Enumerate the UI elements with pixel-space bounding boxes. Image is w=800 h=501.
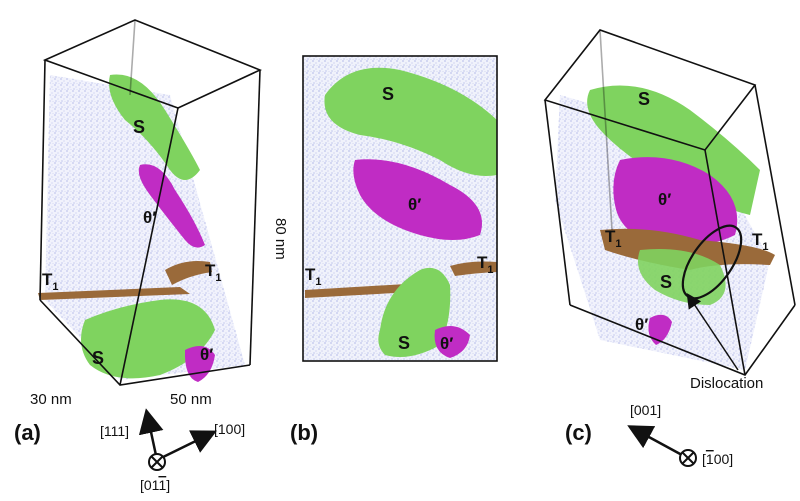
panel-b-label-theta: θ′ — [408, 195, 421, 214]
panel-a-t1-plate — [38, 287, 190, 300]
panel-c-axis-up: [001] — [630, 402, 661, 418]
panel-a-s-phase-bottom — [81, 299, 215, 379]
panel-c-dislocation-label: Dislocation — [690, 375, 763, 392]
panel-c: S θ′ T1 T1 S θ′ Dislocation (c) [001] [1… — [543, 29, 796, 467]
panel-c-axes — [627, 425, 697, 467]
panel-c-label-theta-bottom: θ′ — [635, 315, 648, 334]
panel-b-label-t1-left: T1 — [305, 265, 322, 288]
panel-a-matrix — [45, 75, 245, 380]
panel-a-height-dimension: 80 nm — [272, 218, 289, 260]
panel-a-axes — [138, 408, 217, 471]
panel-b-label-theta-bottom: θ′ — [440, 334, 453, 353]
panel-c-label-s-top: S — [638, 89, 650, 109]
panel-c-theta-phase — [613, 157, 738, 247]
panel-a: S θ′ T1 T1 S θ′ 80 nm 50 nm 30 nm (a) [1… — [14, 19, 289, 493]
panel-a-depth-dimension: 30 nm — [30, 391, 72, 408]
panel-b-t1-plate-right — [450, 261, 497, 276]
panel-a-box — [39, 19, 263, 386]
panel-b-label-t1-right: T1 — [477, 253, 494, 276]
panel-a-axis-up: [111] — [100, 423, 129, 439]
panel-c-label-s-mid: S — [660, 272, 672, 292]
panel-c-dislocation-pointer — [686, 293, 739, 371]
panel-b-s-phase-top — [324, 67, 497, 176]
panel-a-label-theta-bottom: θ′ — [200, 345, 213, 364]
panel-b-theta-phase-bottom — [434, 326, 470, 358]
panel-b-s-phase-bottom — [378, 267, 451, 358]
panel-b-label-s-top: S — [382, 84, 394, 104]
panel-a-label-t1-right: T1 — [205, 261, 222, 284]
panel-b: S θ′ T1 T1 S θ′ (b) — [290, 55, 498, 445]
panel-c-box — [543, 29, 796, 376]
panel-a-s-phase-top — [109, 74, 200, 180]
panel-a-tag: (a) — [14, 420, 41, 445]
panel-a-label-s-top: S — [133, 117, 145, 137]
panel-c-label-t1-right: T1 — [752, 230, 769, 253]
panel-a-theta-phase-bottom — [184, 346, 215, 382]
panel-c-label-t1-left: T1 — [605, 227, 622, 250]
panel-b-label-s-bottom: S — [398, 333, 410, 353]
panel-c-axis-out: [100] — [702, 451, 733, 467]
panel-a-label-t1-left: T1 — [42, 270, 59, 293]
panel-a-axis-right: [100] — [214, 421, 245, 437]
panel-c-theta-phase-bottom — [648, 314, 672, 345]
panel-a-axis-out: [011] — [140, 477, 170, 493]
panel-b-theta-phase — [353, 159, 482, 240]
panel-a-width-dimension: 50 nm — [170, 391, 212, 408]
panel-b-tag: (b) — [290, 420, 318, 445]
panel-c-s-phase-mid — [637, 249, 726, 305]
panel-c-label-theta: θ′ — [658, 190, 671, 209]
panel-a-label-s-bottom: S — [92, 348, 104, 368]
panel-a-label-theta-top: θ′ — [143, 208, 156, 227]
panel-a-t1-plate-right — [165, 261, 212, 285]
panel-c-tag: (c) — [565, 420, 592, 445]
panel-a-theta-phase-top — [138, 164, 205, 248]
panel-b-frame — [302, 55, 498, 362]
